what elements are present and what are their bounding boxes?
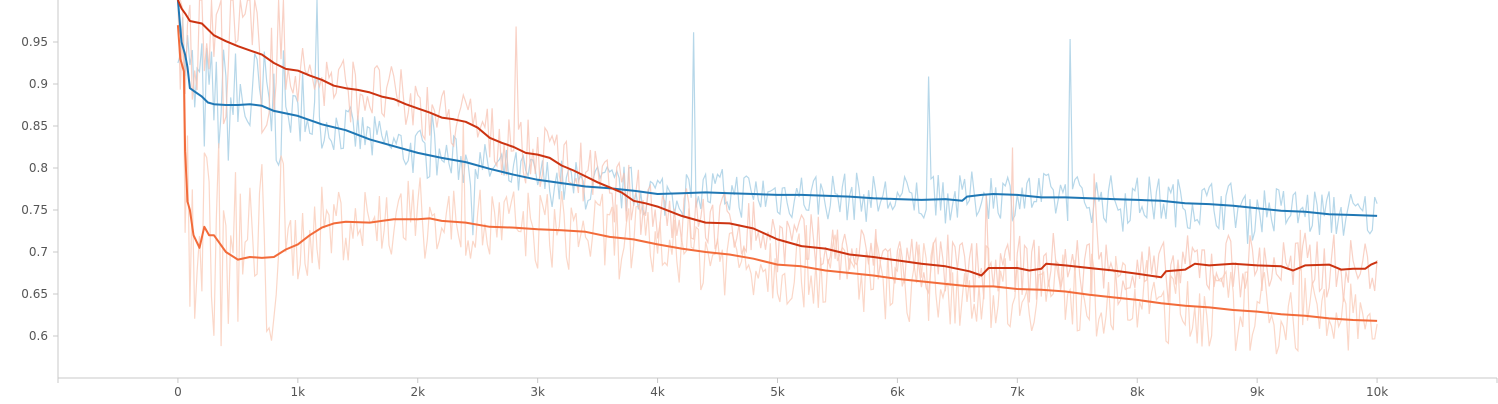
y-tick-label: 0.85 (21, 119, 48, 133)
x-tick-label: 5k (770, 385, 785, 399)
axes: 0.6 0.65 0.7 0.75 0.8 0.85 0.9 0.95 0 1k 2k 3k 4k 5k 6… (21, 0, 1498, 399)
raw-series-line-2 (177, 0, 1378, 307)
x-tick-label: 3k (530, 385, 545, 399)
x-tick-label: 7k (1010, 385, 1025, 399)
x-tick-label: 0 (174, 385, 182, 399)
y-tick-label: 0.65 (21, 287, 48, 301)
smoothed-series-line-3 (176, 25, 1378, 322)
y-tick-label: 0.75 (21, 203, 48, 217)
y-tick-label: 0.8 (29, 161, 48, 175)
x-tick-label: 9k (1250, 385, 1265, 399)
raw-series-line-1 (177, 0, 1378, 244)
y-tick-label: 0.9 (29, 77, 48, 91)
x-tick-label: 2k (410, 385, 425, 399)
smoothed-series-line-2 (176, 0, 1378, 279)
x-tick-label: 10k (1366, 385, 1388, 399)
x-tick-label: 1k (291, 385, 306, 399)
x-tick-label: 8k (1130, 385, 1145, 399)
y-tick-label: 0.7 (29, 245, 48, 259)
smoothed-series-layer (176, 0, 1378, 322)
x-tick-label: 6k (890, 385, 905, 399)
x-tick-label: 4k (650, 385, 665, 399)
y-tick-label: 0.95 (21, 35, 48, 49)
smoothed-series-line-1 (176, 0, 1378, 217)
raw-series-line-3 (177, 0, 1378, 355)
y-tick-label: 0.6 (29, 329, 48, 343)
raw-series-layer (177, 0, 1378, 355)
